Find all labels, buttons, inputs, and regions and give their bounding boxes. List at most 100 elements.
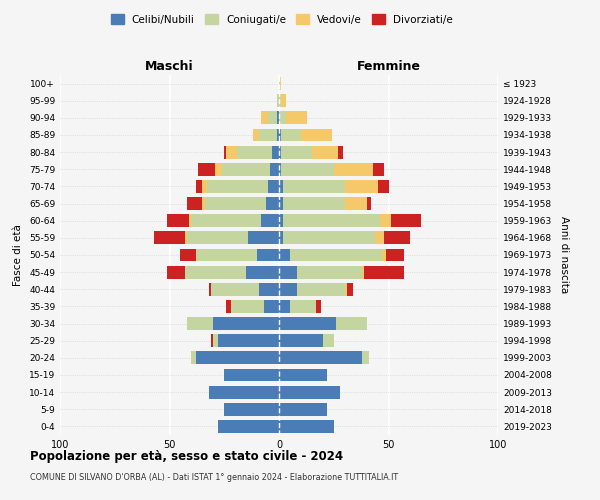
Bar xyxy=(279,146,281,158)
Bar xyxy=(296,283,344,296)
Bar xyxy=(154,232,185,244)
Bar xyxy=(270,163,279,175)
Bar xyxy=(279,197,283,210)
Bar xyxy=(279,266,296,278)
Bar xyxy=(382,248,386,262)
Bar xyxy=(211,283,259,296)
Bar xyxy=(286,112,307,124)
Legend: Celibi/Nubili, Coniugati/e, Vedovi/e, Divorziati/e: Celibi/Nubili, Coniugati/e, Vedovi/e, Di… xyxy=(107,10,457,29)
Bar xyxy=(202,180,207,193)
Text: Femmine: Femmine xyxy=(356,60,421,72)
Bar xyxy=(257,248,279,262)
Bar xyxy=(226,146,238,158)
Bar xyxy=(301,128,332,141)
Bar xyxy=(224,146,226,158)
Bar xyxy=(283,232,376,244)
Bar xyxy=(316,300,320,313)
Bar xyxy=(218,420,279,433)
Bar xyxy=(279,283,296,296)
Bar xyxy=(224,368,279,382)
Bar xyxy=(336,317,367,330)
Y-axis label: Fasce di età: Fasce di età xyxy=(13,224,23,286)
Bar xyxy=(167,266,185,278)
Bar xyxy=(246,266,279,278)
Bar xyxy=(279,300,290,313)
Bar xyxy=(281,146,312,158)
Bar xyxy=(345,180,377,193)
Bar xyxy=(191,214,262,227)
Bar xyxy=(384,232,410,244)
Bar xyxy=(279,248,290,262)
Bar xyxy=(205,197,266,210)
Bar xyxy=(262,112,268,124)
Bar xyxy=(196,248,257,262)
Bar xyxy=(279,352,362,364)
Bar xyxy=(281,94,286,107)
Bar xyxy=(281,163,334,175)
Bar xyxy=(373,163,384,175)
Bar xyxy=(218,334,279,347)
Bar xyxy=(296,266,362,278)
Bar xyxy=(279,163,281,175)
Bar xyxy=(277,128,279,141)
Bar xyxy=(279,403,327,415)
Bar xyxy=(362,266,364,278)
Bar xyxy=(185,232,187,244)
Bar xyxy=(167,214,189,227)
Bar xyxy=(266,197,279,210)
Bar xyxy=(376,232,384,244)
Bar xyxy=(187,232,248,244)
Bar xyxy=(263,300,279,313)
Bar xyxy=(338,146,343,158)
Bar xyxy=(268,112,277,124)
Bar xyxy=(345,197,367,210)
Y-axis label: Anni di nascita: Anni di nascita xyxy=(559,216,569,294)
Bar xyxy=(214,317,279,330)
Bar xyxy=(202,197,205,210)
Bar xyxy=(347,283,353,296)
Bar xyxy=(187,317,214,330)
Bar xyxy=(279,180,283,193)
Bar xyxy=(290,300,316,313)
Bar xyxy=(279,232,283,244)
Bar xyxy=(323,334,334,347)
Bar xyxy=(262,214,279,227)
Bar xyxy=(279,94,281,107)
Bar xyxy=(224,403,279,415)
Bar xyxy=(196,352,279,364)
Bar xyxy=(283,197,344,210)
Bar xyxy=(290,248,382,262)
Bar xyxy=(211,334,214,347)
Bar xyxy=(222,163,270,175)
Bar xyxy=(345,283,347,296)
Bar xyxy=(283,214,380,227)
Bar xyxy=(380,214,391,227)
Bar xyxy=(191,352,196,364)
Bar xyxy=(198,163,215,175)
Bar xyxy=(277,94,279,107)
Bar xyxy=(283,180,344,193)
Text: COMUNE DI SILVANO D'ORBA (AL) - Dati ISTAT 1° gennaio 2024 - Elaborazione TUTTIT: COMUNE DI SILVANO D'ORBA (AL) - Dati IST… xyxy=(30,472,398,482)
Bar xyxy=(279,368,327,382)
Bar xyxy=(185,266,246,278)
Bar xyxy=(279,334,323,347)
Bar xyxy=(196,180,202,193)
Bar xyxy=(259,128,277,141)
Bar xyxy=(391,214,421,227)
Bar xyxy=(231,300,263,313)
Bar xyxy=(181,248,196,262)
Bar xyxy=(272,146,279,158)
Bar xyxy=(253,128,259,141)
Bar xyxy=(362,352,369,364)
Bar xyxy=(279,214,283,227)
Bar xyxy=(279,112,286,124)
Bar xyxy=(364,266,404,278)
Bar xyxy=(209,386,279,398)
Bar xyxy=(279,420,334,433)
Bar xyxy=(281,128,301,141)
Bar xyxy=(209,283,211,296)
Bar xyxy=(277,112,279,124)
Bar xyxy=(367,197,371,210)
Bar xyxy=(226,300,231,313)
Bar xyxy=(334,163,373,175)
